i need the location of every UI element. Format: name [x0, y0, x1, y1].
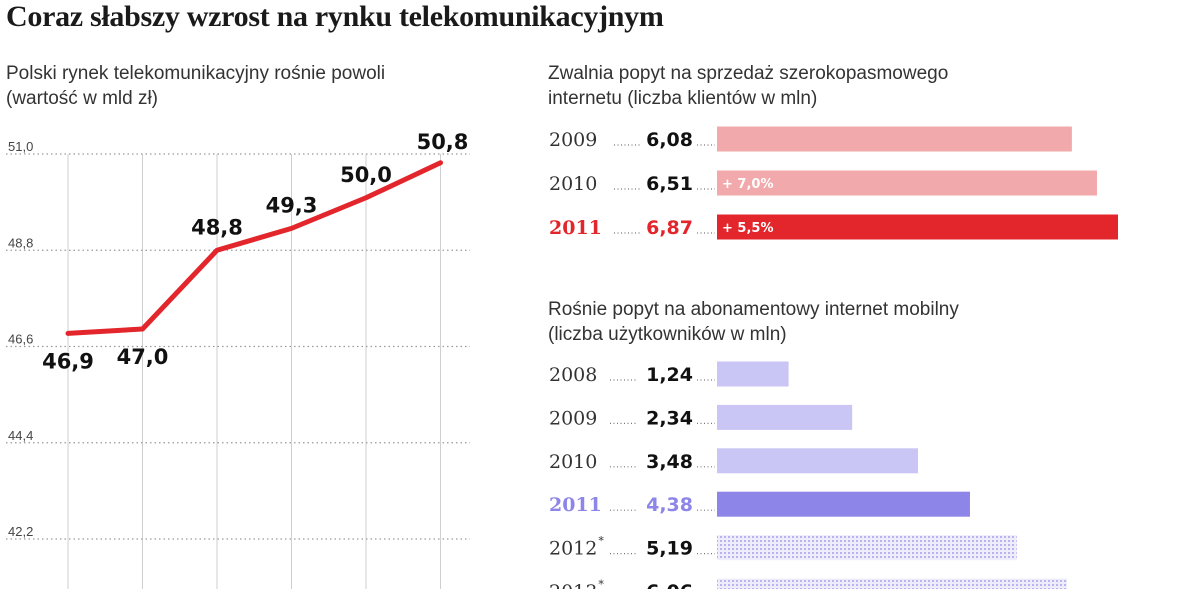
- category-label: 2009: [549, 407, 597, 429]
- growth-label: + 5,5%: [722, 221, 773, 236]
- value-label: 1,24: [646, 364, 693, 386]
- category-label: 2011: [549, 494, 602, 516]
- category-label: 2010: [549, 173, 597, 195]
- bar: [717, 535, 1017, 561]
- page-title: Coraz słabszy wzrost na rynku telekomuni…: [6, 0, 664, 33]
- line-chart-unit: (wartość w mld zł): [6, 88, 159, 109]
- category-label: 2008: [549, 364, 597, 386]
- line-chart: 51,0 48,8 46,6 44,4 42,2 46,9 47,0 48,8 49,3 50,0…: [6, 130, 470, 589]
- line-chart-subtitle: Polski rynek telekomunikacyjny rośnie po…: [6, 61, 385, 111]
- category-label: 2009: [549, 129, 597, 151]
- value-label: 5,19: [646, 538, 693, 560]
- y-tick-label: 46,6: [8, 332, 33, 347]
- value-label: 6,06: [646, 581, 693, 589]
- category-label: 2011: [549, 217, 602, 239]
- bar: [717, 404, 853, 430]
- y-tick-label: 44,4: [8, 428, 33, 443]
- value-label: 3,48: [646, 451, 693, 473]
- category-footnote-mark: *: [598, 535, 604, 548]
- bar: [717, 491, 970, 517]
- growth-label: + 7,0%: [722, 177, 773, 192]
- value-label: 4,38: [646, 494, 693, 516]
- category-label: 2012: [549, 538, 597, 560]
- y-tick-label: 42,2: [8, 524, 33, 539]
- data-label: 49,3: [266, 193, 318, 217]
- bar: [717, 170, 1097, 196]
- line-chart-title: Polski rynek telekomunikacyjny rośnie po…: [6, 63, 386, 84]
- data-label: 48,8: [191, 215, 243, 239]
- value-label: 6,87: [646, 217, 693, 239]
- mobile-chart-unit: (liczba użytkowników w mln): [548, 324, 787, 345]
- mobile-chart-subtitle: Rośnie popyt na abonamentowy internet mo…: [548, 297, 959, 347]
- category-label: 2013: [549, 581, 597, 589]
- value-label: 6,08: [646, 129, 693, 151]
- broadband-chart-title: Zwalnia popyt na sprzedaż szerokopasmowe…: [548, 63, 949, 84]
- bar: [717, 214, 1118, 240]
- broadband-chart-subtitle: Zwalnia popyt na sprzedaż szerokopasmowe…: [548, 61, 948, 111]
- data-label: 46,9: [42, 349, 94, 373]
- y-tick-label: 51,0: [8, 139, 33, 154]
- bar: [717, 448, 918, 474]
- value-label: 6,51: [646, 173, 693, 195]
- category-footnote-mark: *: [598, 578, 604, 589]
- broadband-bar-chart: 2009 6,08 2010 6,51 + 7,0% 2011 6,87 + 5,5%: [549, 126, 1118, 240]
- bar: [717, 578, 1067, 589]
- bar: [717, 361, 789, 387]
- value-label: 2,34: [646, 407, 693, 429]
- data-label: 50,8: [417, 130, 469, 154]
- data-label: 50,0: [340, 163, 392, 187]
- bar: [717, 126, 1072, 152]
- mobile-chart-title: Rośnie popyt na abonamentowy internet mo…: [548, 299, 959, 320]
- broadband-chart-unit: internetu (liczba klientów w mln): [548, 88, 818, 109]
- data-label: 47,0: [117, 345, 169, 369]
- y-tick-label: 48,8: [8, 235, 33, 250]
- series-line: [65, 160, 443, 336]
- category-label: 2010: [549, 451, 597, 473]
